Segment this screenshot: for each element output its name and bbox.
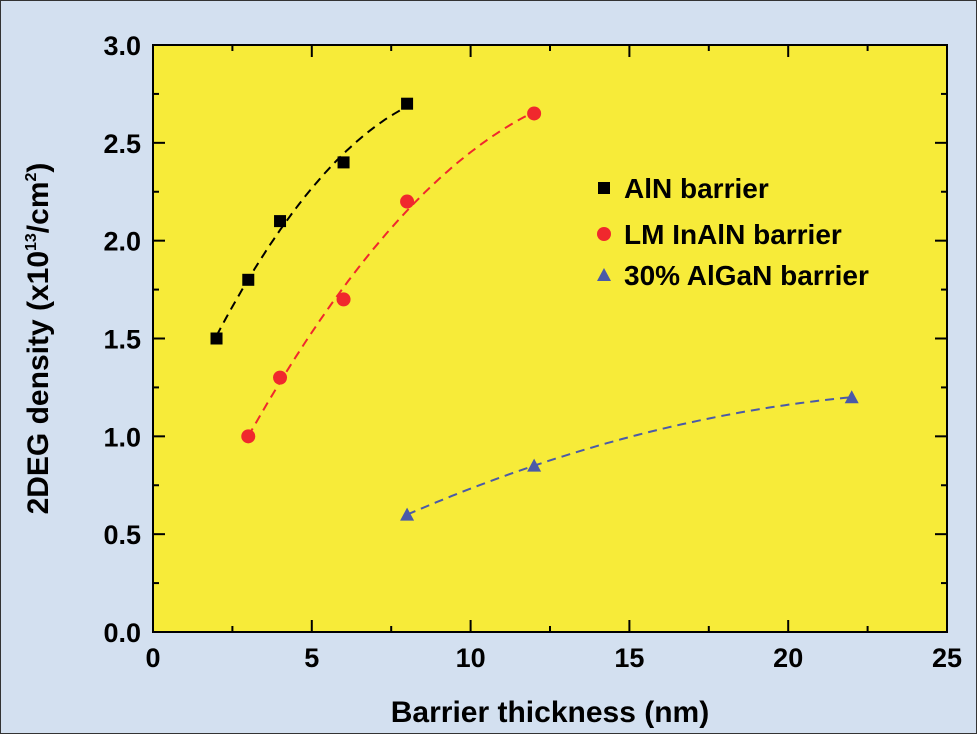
tick-marks: 0 5 10 15 20 25 0.0 0.5 1.0 1.5 2.0 2.5 3.0 bbox=[103, 31, 962, 673]
legend: AlN barrier LM InAlN barrier 30% AlGaN bar… bbox=[597, 173, 869, 291]
y-axis-title: 2DEG density (x1013/cm2) bbox=[22, 163, 55, 515]
legend-marker-0 bbox=[598, 182, 610, 194]
fit-curve-1 bbox=[247, 111, 535, 437]
point-s0-2 bbox=[274, 215, 287, 228]
y-tick-label: 1.0 bbox=[103, 422, 141, 452]
point-s0-1 bbox=[242, 273, 255, 286]
data-points bbox=[210, 97, 859, 521]
point-s0-4 bbox=[401, 97, 414, 110]
legend-label-2: 30% AlGaN barrier bbox=[624, 260, 869, 291]
x-tick-label: 20 bbox=[773, 643, 803, 673]
x-tick-label: 25 bbox=[932, 643, 962, 673]
fit-curve-2 bbox=[406, 396, 852, 516]
point-s1-1 bbox=[273, 370, 288, 385]
point-s2-2 bbox=[844, 390, 859, 404]
x-tick-label: 5 bbox=[304, 643, 319, 673]
x-axis-title: Barrier thickness (nm) bbox=[391, 696, 709, 729]
legend-label-1: LM InAlN barrier bbox=[624, 219, 842, 250]
y-axis-title-base: 2DEG density (x10 bbox=[22, 251, 55, 514]
point-s2-0 bbox=[400, 507, 415, 521]
point-s1-4 bbox=[527, 106, 542, 121]
x-tick-label: 15 bbox=[614, 643, 644, 673]
legend-label-0: AlN barrier bbox=[624, 173, 769, 204]
y-axis-title-end: ) bbox=[22, 163, 55, 173]
point-s1-2 bbox=[336, 292, 351, 307]
y-tick-label: 1.5 bbox=[103, 325, 141, 355]
point-s2-1 bbox=[527, 458, 542, 472]
plot-area bbox=[153, 45, 947, 632]
y-tick-label: 2.5 bbox=[103, 129, 141, 159]
legend-marker-1 bbox=[597, 227, 611, 241]
legend-marker-2 bbox=[597, 268, 611, 281]
y-axis-title-exp1: 13 bbox=[23, 233, 40, 251]
y-tick-label: 0.0 bbox=[103, 618, 141, 648]
y-tick-label: 3.0 bbox=[103, 31, 141, 61]
y-axis-title-mid: /cm bbox=[22, 181, 55, 233]
x-tick-label: 10 bbox=[456, 643, 486, 673]
point-s1-0 bbox=[241, 429, 256, 444]
point-s0-0 bbox=[210, 332, 223, 345]
x-tick-label: 0 bbox=[145, 643, 160, 673]
y-tick-label: 0.5 bbox=[103, 520, 141, 550]
y-tick-label: 2.0 bbox=[103, 227, 141, 257]
point-s0-3 bbox=[337, 156, 350, 169]
point-s1-3 bbox=[400, 194, 415, 209]
y-axis-title-exp2: 2 bbox=[23, 172, 40, 181]
